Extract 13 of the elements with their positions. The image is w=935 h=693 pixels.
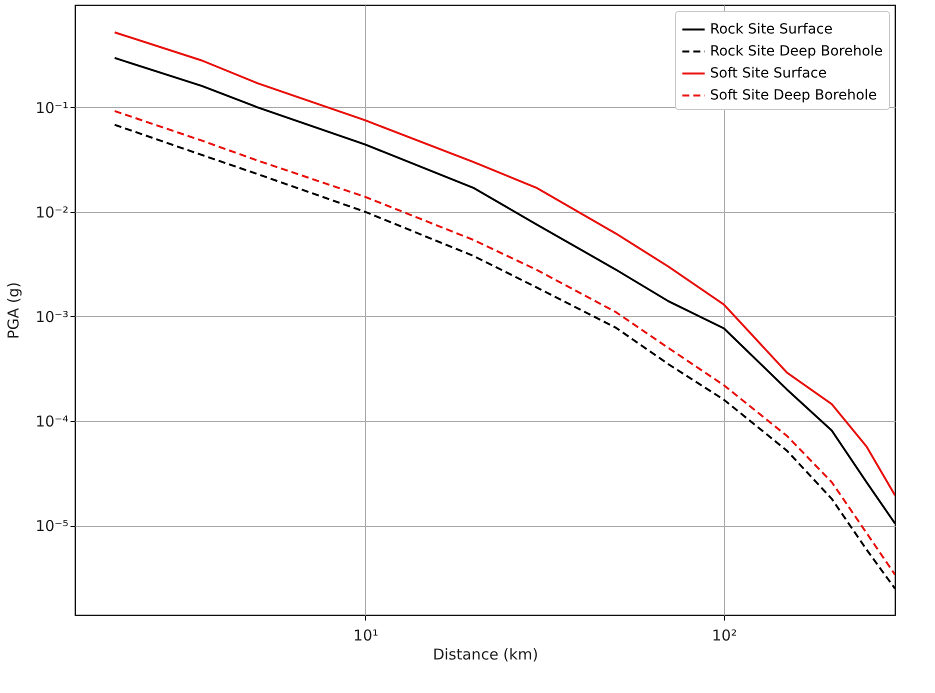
legend-label: Soft Site Deep Borehole: [710, 88, 877, 104]
y-tick-label: 10⁻⁴: [35, 412, 68, 431]
x-axis-title: Distance (km): [432, 646, 538, 664]
y-axis-title: PGA (g): [4, 282, 22, 339]
legend-label: Rock Site Surface: [710, 22, 833, 38]
y-tick-label: 10⁻³: [35, 308, 68, 326]
legend-label: Rock Site Deep Borehole: [710, 44, 883, 60]
y-tick-label: 10⁻¹: [35, 98, 68, 117]
x-tick-label: 10²: [712, 626, 737, 644]
legend-label: Soft Site Surface: [710, 66, 827, 82]
x-tick-label: 10¹: [353, 626, 378, 644]
y-tick-label: 10⁻²: [35, 203, 68, 222]
y-tick-label: 10⁻⁵: [35, 517, 68, 536]
